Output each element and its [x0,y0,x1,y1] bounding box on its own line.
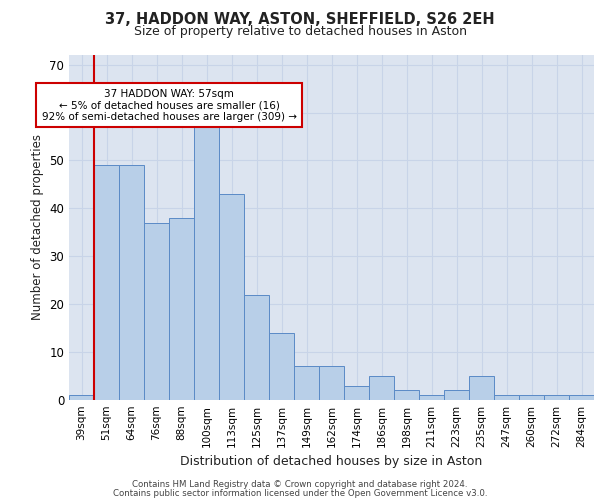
Bar [544,395,569,400]
Text: Contains HM Land Registry data © Crown copyright and database right 2024.: Contains HM Land Registry data © Crown c… [132,480,468,489]
Bar [244,294,269,400]
Bar [344,386,369,400]
Bar [369,376,394,400]
Bar [94,165,119,400]
Y-axis label: Number of detached properties: Number of detached properties [31,134,44,320]
Bar [419,395,444,400]
Bar [294,366,319,400]
Bar [194,122,219,400]
Bar [69,395,94,400]
Text: Contains public sector information licensed under the Open Government Licence v3: Contains public sector information licen… [113,488,487,498]
Bar [319,366,344,400]
Bar [219,194,244,400]
Bar [169,218,194,400]
Bar [569,395,594,400]
Bar [469,376,494,400]
Bar [119,165,144,400]
Text: 37, HADDON WAY, ASTON, SHEFFIELD, S26 2EH: 37, HADDON WAY, ASTON, SHEFFIELD, S26 2E… [105,12,495,28]
Bar [394,390,419,400]
X-axis label: Distribution of detached houses by size in Aston: Distribution of detached houses by size … [181,456,482,468]
Bar [494,395,519,400]
Bar [269,333,294,400]
Text: Size of property relative to detached houses in Aston: Size of property relative to detached ho… [133,25,467,38]
Bar [144,222,169,400]
Bar [519,395,544,400]
Text: 37 HADDON WAY: 57sqm
← 5% of detached houses are smaller (16)
92% of semi-detach: 37 HADDON WAY: 57sqm ← 5% of detached ho… [41,88,296,122]
Bar [444,390,469,400]
